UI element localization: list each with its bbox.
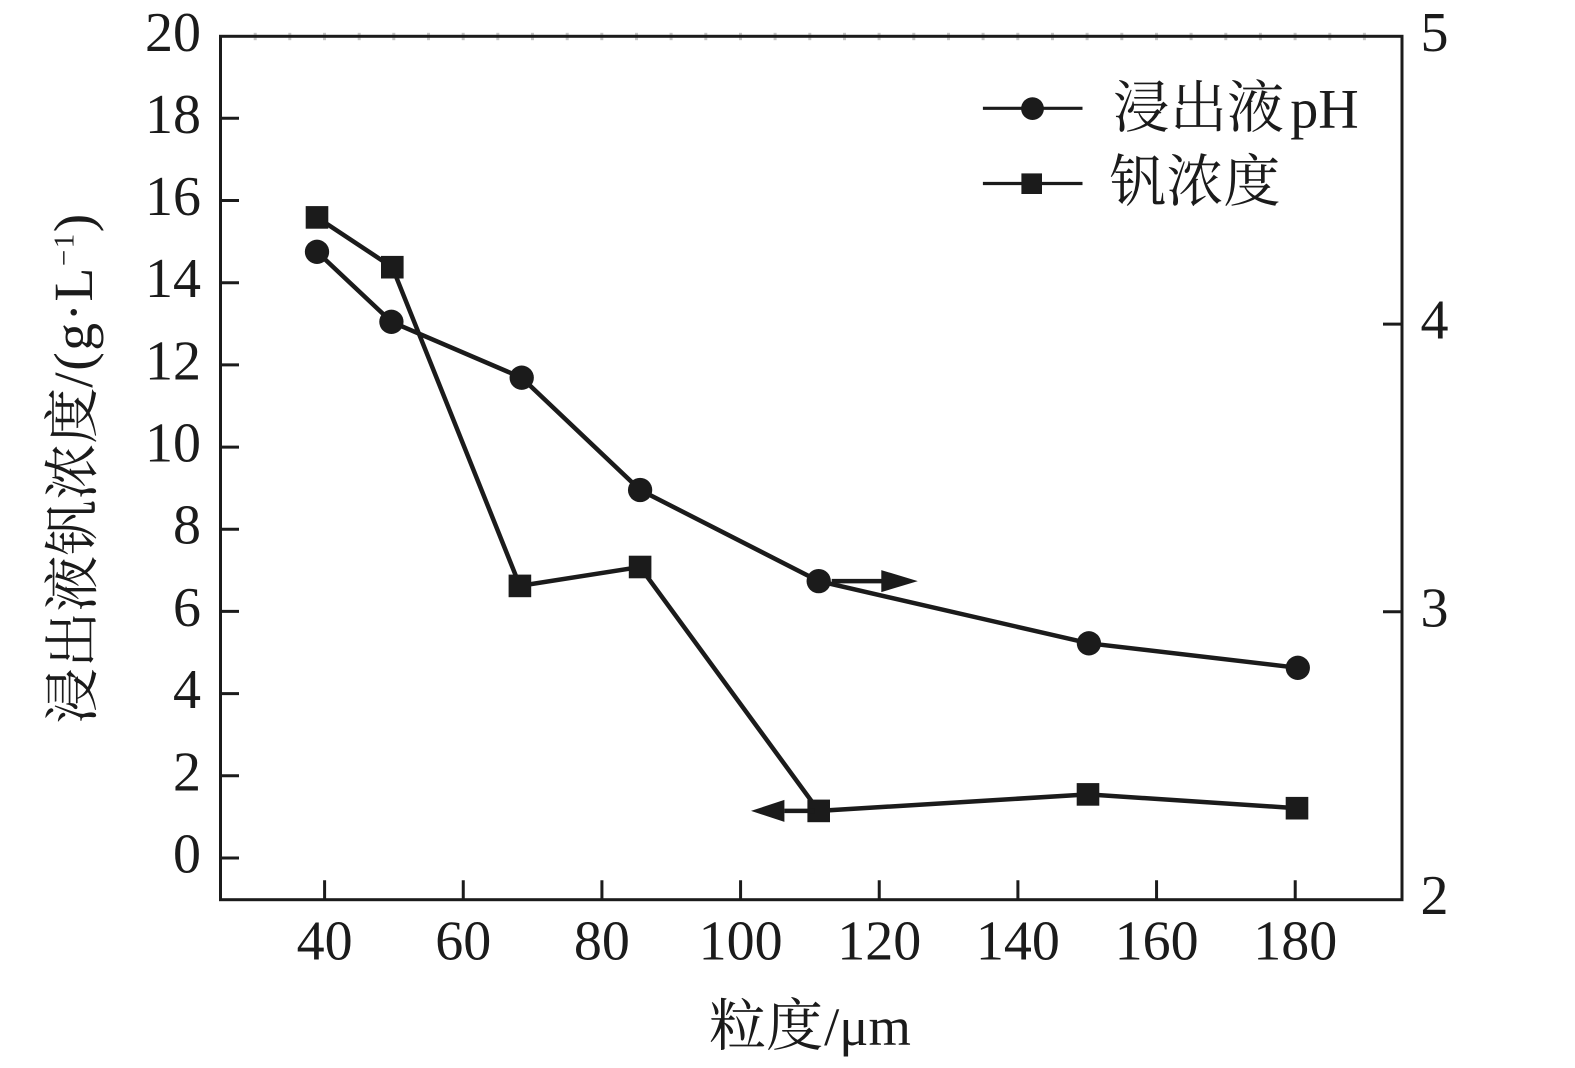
svg-text:18: 18 [145,84,201,146]
svg-text:4: 4 [173,659,201,721]
svg-text:pH: pH [1290,78,1358,140]
svg-text:2: 2 [1421,865,1449,927]
svg-text:120: 120 [837,911,921,973]
svg-text:140: 140 [976,911,1060,973]
svg-text:100: 100 [699,911,783,973]
svg-text:5: 5 [1421,2,1449,64]
svg-text:2: 2 [173,741,201,803]
svg-text:60: 60 [435,911,491,973]
svg-text:20: 20 [145,2,201,64]
svg-text:3: 3 [1421,577,1449,639]
svg-text:10: 10 [145,413,201,475]
svg-text:80: 80 [574,911,630,973]
svg-text:16: 16 [145,166,201,228]
svg-text:0: 0 [173,824,201,886]
svg-text:6: 6 [173,577,201,639]
svg-text:/μm: /μm [824,996,911,1057]
svg-text:14: 14 [145,248,201,310]
svg-text:4: 4 [1421,290,1449,352]
svg-text:8: 8 [173,495,201,557]
svg-text:160: 160 [1115,911,1199,973]
svg-text:180: 180 [1253,911,1337,973]
svg-text:40: 40 [297,911,353,973]
svg-text:12: 12 [145,330,201,392]
